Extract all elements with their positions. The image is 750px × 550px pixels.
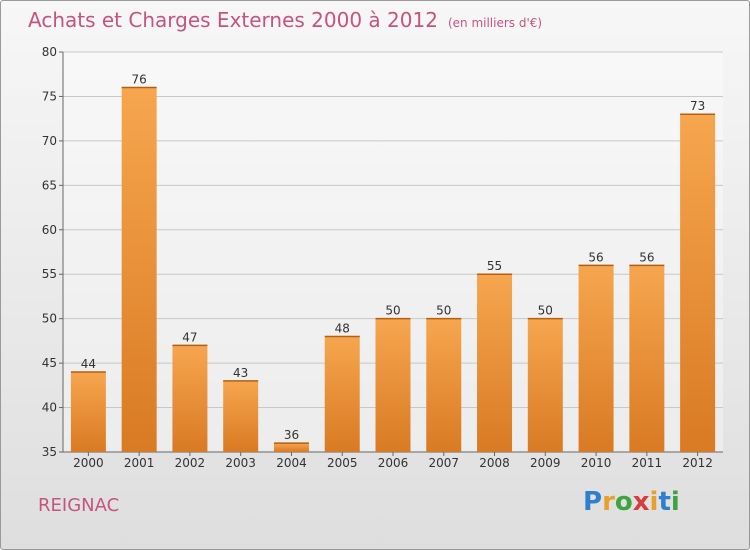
logo-letter: x: [632, 487, 650, 517]
y-tick-label: 70: [42, 134, 57, 148]
x-tick-label: 2007: [428, 456, 459, 470]
x-tick-label: 2009: [530, 456, 561, 470]
bar: [223, 380, 259, 452]
y-tick-label: 40: [42, 401, 57, 415]
data-label: 73: [690, 99, 705, 113]
logo-letter: i: [670, 487, 680, 517]
x-tick-label: 2011: [632, 456, 663, 470]
logo-letter: t: [658, 487, 671, 517]
data-label: 48: [335, 321, 350, 335]
x-tick-label: 2001: [124, 456, 155, 470]
x-tick-label: 2000: [73, 456, 104, 470]
y-tick-label: 80: [42, 45, 57, 59]
chart-title-text: Achats et Charges Externes 2000 à 2012: [28, 8, 438, 32]
bar: [324, 336, 360, 452]
bar: [629, 265, 665, 452]
logo-letter: o: [614, 487, 633, 517]
data-label: 56: [639, 250, 654, 264]
chart-title: Achats et Charges Externes 2000 à 2012 (e…: [28, 8, 542, 32]
y-tick-label: 65: [42, 178, 57, 192]
x-tick-label: 2003: [225, 456, 256, 470]
y-tick-label: 75: [42, 89, 57, 103]
data-label: 55: [487, 259, 502, 273]
y-tick-label: 45: [42, 356, 57, 370]
data-label: 76: [132, 73, 147, 87]
y-tick-label: 35: [42, 445, 57, 459]
data-label: 50: [436, 304, 451, 318]
location-label: REIGNAC: [38, 495, 120, 516]
bar: [426, 318, 462, 452]
bar: [477, 274, 513, 452]
data-label: 36: [284, 428, 299, 442]
x-tick-label: 2005: [327, 456, 358, 470]
logo-letter: P: [583, 487, 603, 517]
bar: [527, 318, 563, 452]
data-label: 50: [385, 304, 400, 318]
data-label: 56: [588, 250, 603, 264]
x-tick-label: 2006: [378, 456, 409, 470]
data-label: 44: [81, 357, 96, 371]
x-tick-label: 2008: [479, 456, 510, 470]
x-tick-label: 2010: [581, 456, 612, 470]
y-tick-label: 60: [42, 223, 57, 237]
bar: [375, 318, 411, 452]
bar: [172, 345, 208, 452]
logo-letter: i: [649, 487, 659, 517]
bar: [578, 265, 614, 452]
data-label: 50: [538, 304, 553, 318]
bar: [70, 372, 106, 452]
data-label: 47: [182, 330, 197, 344]
y-tick-label: 55: [42, 267, 57, 281]
proxiti-logo: Proxiti: [583, 487, 680, 517]
x-tick-label: 2012: [682, 456, 713, 470]
x-tick-label: 2002: [175, 456, 206, 470]
data-label: 43: [233, 366, 248, 380]
logo-letter: r: [602, 487, 615, 517]
bar: [680, 114, 716, 452]
x-tick-label: 2004: [276, 456, 307, 470]
bar: [273, 443, 309, 452]
y-tick-label: 50: [42, 312, 57, 326]
chart-subtitle: (en milliers d'€): [447, 16, 543, 30]
bar: [121, 87, 157, 453]
